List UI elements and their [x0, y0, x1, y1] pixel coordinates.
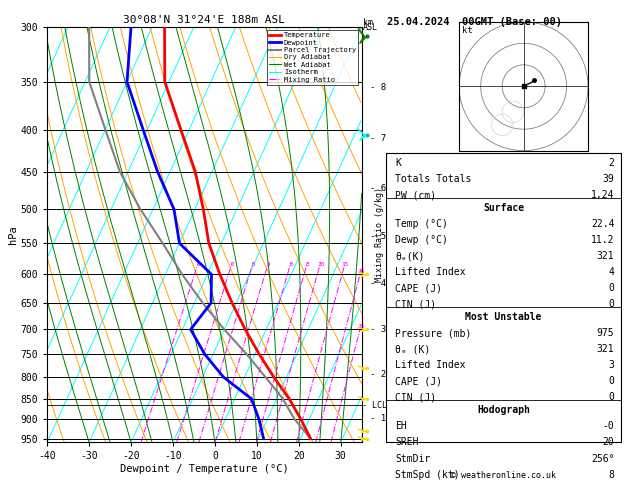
Title: 30°08'N 31°24'E 188m ASL: 30°08'N 31°24'E 188m ASL: [123, 15, 286, 25]
Text: - LCL: - LCL: [362, 400, 387, 410]
Text: CAPE (J): CAPE (J): [395, 376, 442, 386]
Text: SREH: SREH: [395, 437, 418, 448]
Text: - 5: - 5: [370, 232, 386, 242]
Text: km: km: [363, 18, 373, 27]
Text: 0: 0: [608, 393, 615, 402]
Text: Hodograph: Hodograph: [477, 405, 530, 416]
Text: 22.4: 22.4: [591, 219, 615, 229]
Text: - 6: - 6: [370, 184, 386, 193]
Text: 25: 25: [358, 324, 365, 329]
Text: 15: 15: [342, 262, 349, 267]
Text: 39: 39: [603, 174, 615, 184]
Text: 0: 0: [608, 283, 615, 293]
Text: Lifted Index: Lifted Index: [395, 267, 465, 277]
Text: - 1: - 1: [370, 414, 386, 423]
Text: Surface: Surface: [483, 203, 524, 213]
Text: StmSpd (kt): StmSpd (kt): [395, 469, 460, 480]
Text: 321: 321: [597, 251, 615, 261]
Text: - 2: - 2: [370, 370, 386, 380]
Text: - 4: - 4: [370, 279, 386, 289]
Y-axis label: hPa: hPa: [8, 225, 18, 244]
Text: 2: 2: [230, 262, 234, 267]
Text: ASL: ASL: [363, 23, 378, 32]
Legend: Temperature, Dewpoint, Parcel Trajectory, Dry Adiabat, Wet Adiabat, Isotherm, Mi: Temperature, Dewpoint, Parcel Trajectory…: [267, 30, 358, 85]
Text: 1.24: 1.24: [591, 190, 615, 200]
Text: 20: 20: [358, 269, 365, 274]
Text: 8: 8: [306, 262, 309, 267]
Text: 8: 8: [608, 469, 615, 480]
Text: - 8: - 8: [370, 84, 386, 92]
Text: 3: 3: [608, 360, 615, 370]
Text: 25.04.2024  00GMT (Base: 00): 25.04.2024 00GMT (Base: 00): [387, 17, 562, 27]
Text: -0: -0: [603, 421, 615, 432]
Text: - 7: - 7: [370, 134, 386, 143]
Text: EH: EH: [395, 421, 407, 432]
Text: 11.2: 11.2: [591, 235, 615, 245]
Text: 3: 3: [251, 262, 255, 267]
Text: 4: 4: [267, 262, 270, 267]
Text: Totals Totals: Totals Totals: [395, 174, 471, 184]
Text: kt: kt: [462, 26, 472, 35]
Text: 4: 4: [608, 267, 615, 277]
Text: 20: 20: [603, 437, 615, 448]
Text: CIN (J): CIN (J): [395, 393, 436, 402]
Text: CAPE (J): CAPE (J): [395, 283, 442, 293]
Text: PW (cm): PW (cm): [395, 190, 436, 200]
Text: Dewp (°C): Dewp (°C): [395, 235, 448, 245]
Text: Temp (°C): Temp (°C): [395, 219, 448, 229]
Text: CIN (J): CIN (J): [395, 299, 436, 309]
Text: 6: 6: [289, 262, 293, 267]
Text: StmDir: StmDir: [395, 453, 430, 464]
Text: θₑ(K): θₑ(K): [395, 251, 425, 261]
Text: θₑ (K): θₑ (K): [395, 344, 430, 354]
Text: 0: 0: [608, 299, 615, 309]
Text: K: K: [395, 158, 401, 168]
Text: 2: 2: [608, 158, 615, 168]
Text: Mixing Ratio (g/kg): Mixing Ratio (g/kg): [376, 187, 384, 282]
Text: 0: 0: [608, 376, 615, 386]
Text: 975: 975: [597, 328, 615, 338]
Text: 321: 321: [597, 344, 615, 354]
Text: Pressure (mb): Pressure (mb): [395, 328, 471, 338]
Text: 10: 10: [317, 262, 325, 267]
Text: © weatheronline.co.uk: © weatheronline.co.uk: [451, 471, 555, 480]
Text: Most Unstable: Most Unstable: [465, 312, 542, 322]
Text: 1: 1: [196, 262, 200, 267]
Text: Lifted Index: Lifted Index: [395, 360, 465, 370]
Text: 256°: 256°: [591, 453, 615, 464]
Text: - 3: - 3: [370, 326, 386, 334]
X-axis label: Dewpoint / Temperature (°C): Dewpoint / Temperature (°C): [120, 464, 289, 474]
